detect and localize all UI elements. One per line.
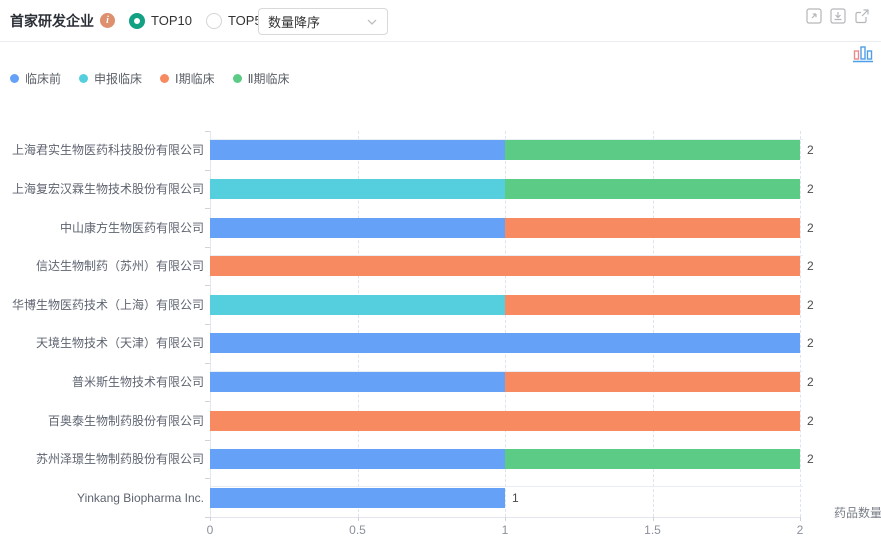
bar-value-label: 2 [807, 143, 814, 158]
download-icon[interactable] [830, 8, 846, 24]
legend-dot-icon [160, 73, 170, 83]
legend-item-2[interactable]: Ⅰ期临床 [160, 70, 215, 87]
x-axis-tick [357, 517, 359, 521]
bar-segment-临床前[interactable] [210, 140, 505, 161]
x-axis-title: 药品数量 [834, 506, 881, 520]
radio-top10-label: TOP10 [151, 13, 192, 28]
gridline [800, 131, 801, 517]
gridline [357, 131, 359, 517]
external-link-icon[interactable] [854, 8, 870, 24]
legend-label: Ⅱ期临床 [247, 71, 290, 86]
category-label: 上海君实生物医药科技股份有限公司 [11, 143, 204, 158]
bar-segment-申报临床[interactable] [210, 294, 505, 315]
bar-segment-临床前[interactable] [210, 333, 800, 354]
y-axis-tick [205, 517, 210, 518]
y-axis-line [210, 131, 211, 517]
bar-segment-Ⅱ期临床[interactable] [505, 449, 800, 470]
x-tick-label: 0.5 [349, 523, 366, 537]
legend-dot-icon [10, 73, 19, 83]
category-label: 百奥泰生物制药股份有限公司 [47, 413, 204, 428]
fullscreen-icon[interactable] [806, 8, 822, 24]
radio-top10[interactable]: TOP10 [129, 12, 192, 29]
bar-value-label: 2 [807, 413, 814, 428]
legend-label: 临床前 [25, 71, 62, 86]
y-axis-tick [205, 208, 210, 210]
sort-order-value: 数量降序 [268, 15, 321, 30]
category-split-line [210, 139, 803, 140]
category-label: 中山康方生物医药有限公司 [59, 220, 204, 235]
category-label: Yinkang Biopharma Inc. [77, 490, 204, 505]
bar-value-label: 2 [807, 259, 814, 274]
category-label: 苏州泽璟生物制药股份有限公司 [35, 452, 204, 467]
bar-segment-临床前[interactable] [210, 217, 505, 238]
y-axis-tick [205, 362, 210, 364]
y-axis-tick [205, 285, 210, 287]
category-label: 天境生物技术（天津）有限公司 [35, 336, 204, 351]
bar-segment-Ⅰ期临床[interactable] [210, 256, 800, 277]
bar-value-label: 2 [807, 452, 814, 467]
bar-segment-临床前[interactable] [210, 487, 505, 508]
info-icon[interactable]: i [100, 13, 115, 28]
bar-segment-Ⅱ期临床[interactable] [505, 178, 800, 199]
category-label: 普米斯生物技术有限公司 [71, 374, 204, 389]
bar-value-label: 1 [512, 490, 519, 505]
panel-header: 首家研发企业 i TOP10 TOP50 数量降序 [0, 0, 881, 42]
category-split-line [210, 486, 803, 488]
bar-value-label: 2 [807, 374, 814, 389]
legend-item-3[interactable]: Ⅱ期临床 [232, 70, 290, 87]
x-tick-label: 1.5 [644, 523, 661, 537]
y-axis-tick [205, 324, 210, 325]
category-label: 信达生物制药（苏州）有限公司 [35, 259, 204, 274]
radio-unselected-icon [205, 12, 222, 29]
gridline [652, 131, 654, 517]
x-axis-tick [800, 517, 801, 521]
gridline [505, 131, 506, 517]
legend-item-1[interactable]: 申报临床 [79, 70, 142, 87]
bar-segment-临床前[interactable] [210, 449, 505, 470]
y-axis-tick [205, 246, 210, 248]
bar-segment-申报临床[interactable] [210, 178, 505, 199]
bar-value-label: 2 [807, 336, 814, 351]
x-axis-tick [652, 517, 654, 521]
x-axis-tick [505, 517, 506, 521]
header-actions [806, 8, 878, 24]
category-label: 上海复宏汉霖生物技术股份有限公司 [11, 181, 204, 196]
x-axis-tick [210, 517, 211, 521]
bar-value-label: 2 [807, 297, 814, 312]
legend-dot-icon [79, 73, 89, 83]
legend-dot-icon [232, 73, 242, 83]
x-tick-label: 2 [796, 523, 804, 537]
bar-segment-Ⅰ期临床[interactable] [505, 217, 800, 238]
bar-value-label: 2 [807, 220, 814, 235]
x-tick-label: 0 [206, 523, 214, 537]
bar-chart-icon[interactable] [853, 45, 873, 63]
legend-label: 申报临床 [94, 71, 143, 86]
category-label: 华博生物医药技术（上海）有限公司 [11, 297, 204, 312]
sort-order-select[interactable]: 数量降序 [258, 8, 388, 35]
legend: 临床前 申报临床 Ⅰ期临床 Ⅱ期临床 [10, 68, 308, 88]
y-axis-tick [205, 478, 210, 480]
x-tick-label: 1 [501, 523, 509, 537]
y-axis-tick [205, 401, 210, 403]
panel-title: 首家研发企业 [10, 12, 94, 29]
category-split-line [210, 254, 803, 256]
y-axis-tick [205, 439, 210, 441]
bar-segment-临床前[interactable] [210, 371, 505, 392]
radio-selected-icon [129, 12, 145, 29]
y-axis-tick [205, 131, 210, 132]
bar-segment-Ⅱ期临床[interactable] [505, 140, 800, 161]
legend-label: Ⅰ期临床 [175, 71, 215, 86]
bar-segment-Ⅰ期临床[interactable] [505, 371, 800, 392]
chevron-down-icon [367, 19, 377, 25]
legend-item-0[interactable]: 临床前 [10, 70, 61, 87]
bar-value-label: 2 [807, 181, 814, 196]
category-split-line [210, 370, 803, 372]
y-axis-tick [205, 169, 210, 171]
bar-segment-Ⅰ期临床[interactable] [210, 410, 800, 431]
bar-segment-Ⅰ期临床[interactable] [505, 294, 800, 315]
